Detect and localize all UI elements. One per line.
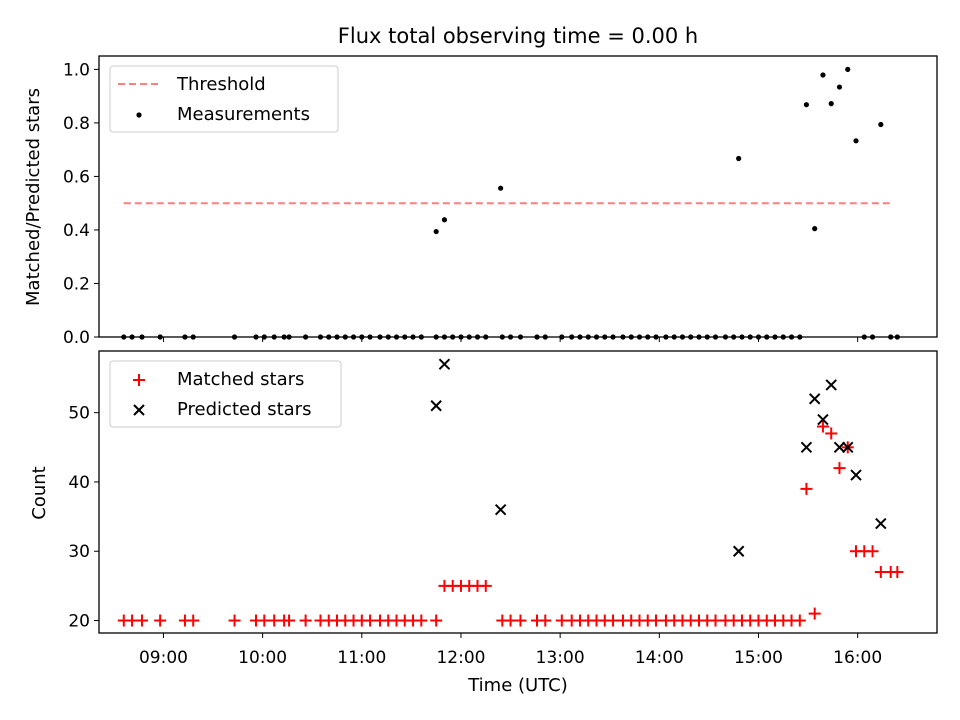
matched-star-point: [793, 614, 806, 627]
matched-star-point: [430, 614, 443, 627]
ratio-y-tick-label: 0.8: [63, 114, 90, 134]
measurements-legend-swatch: [136, 112, 142, 118]
count-y-tick-label: 40: [68, 473, 90, 493]
matched-star-point: [479, 579, 492, 592]
matched-star-point: [833, 462, 846, 475]
count-x-axis-label: Time (UTC): [467, 675, 568, 696]
measurements-legend-label: Measurements: [177, 104, 310, 125]
matched-star-point: [891, 566, 904, 579]
matched-star-point: [808, 607, 821, 620]
count-y-tick-label: 20: [68, 612, 90, 632]
measurement-point: [812, 226, 818, 232]
ratio-plot-frame: [98, 55, 938, 338]
matched-star-point: [154, 614, 167, 627]
measurement-point: [433, 228, 439, 235]
matched-star-point: [228, 614, 241, 627]
predicted-star-point: [825, 379, 837, 391]
threshold-legend-label: Threshold: [176, 74, 266, 95]
predicted-star-point: [494, 503, 507, 516]
ratio-y-tick-label: 1.0: [63, 60, 90, 80]
matched-star-point: [283, 614, 296, 627]
predicted-star-point: [817, 413, 829, 426]
ratio-y-tick-label: 0.2: [63, 274, 90, 294]
count-x-tick-label: 09:00: [139, 648, 188, 668]
measurement-point: [853, 138, 859, 144]
predicted-star-point: [438, 358, 451, 370]
count-x-tick-label: 14:00: [635, 648, 684, 668]
matched-legend-label: Matched stars: [177, 369, 304, 390]
ratio-y-tick-label: 0.0: [63, 328, 90, 348]
predicted-star-point: [732, 545, 745, 557]
measurement-point: [820, 72, 826, 78]
measurement-point: [736, 155, 742, 162]
ratio-y-tick-label: 0.4: [63, 221, 90, 241]
ratio-legend: Threshold Measurements: [109, 65, 339, 133]
measurement-point: [441, 217, 448, 223]
matched-star-point: [514, 614, 527, 627]
measurement-point: [803, 102, 810, 108]
predicted-star-point: [430, 400, 442, 412]
predicted-star-point: [875, 517, 887, 530]
matched-star-point: [816, 420, 829, 433]
count-y-tick-label: 30: [68, 542, 90, 562]
ratio-legend-box: [109, 65, 339, 133]
matched-star-point: [135, 614, 148, 627]
matched-star-point: [299, 614, 312, 627]
count-y-tick-label: 50: [68, 404, 90, 424]
count-x-tick-label: 12:00: [436, 648, 485, 668]
ratio-y-axis-label: Matched/Predicted stars: [23, 88, 44, 306]
figure-title: Flux total observing time = 0.00 h: [338, 24, 698, 48]
count-x-tick-label: 11:00: [337, 648, 386, 668]
predicted-legend-label: Predicted stars: [177, 399, 311, 420]
count-legend-box: [109, 360, 342, 428]
predicted-star-point: [808, 393, 821, 405]
measurement-point: [836, 84, 843, 90]
predicted-legend-swatch: [133, 404, 145, 416]
count-y-axis-label: Count: [29, 466, 50, 519]
matched-star-point: [187, 614, 200, 627]
matched-star-point: [866, 545, 879, 558]
ratio-y-tick-label: 0.6: [63, 167, 90, 187]
matched-star-point: [539, 614, 552, 627]
measurement-point: [828, 101, 834, 107]
predicted-star-point: [800, 441, 813, 454]
count-plot-frame: [98, 350, 938, 634]
count-x-tick-label: 15:00: [734, 648, 783, 668]
count-x-tick-label: 16:00: [833, 648, 882, 668]
measurement-point: [845, 66, 851, 72]
predicted-star-point: [850, 469, 862, 481]
ratio-plot-area: 0.0 0.2 0.4 0.6 0.8 1.0: [63, 60, 900, 348]
count-x-tick-label: 13:00: [536, 648, 585, 668]
matched-star-point: [825, 427, 838, 440]
measurement-point: [878, 121, 884, 128]
matched-star-point: [800, 482, 813, 495]
count-legend: Matched stars Predicted stars: [109, 360, 342, 428]
matched-legend-swatch: [133, 374, 145, 386]
predicted-star-point: [842, 441, 854, 454]
measurement-point: [498, 185, 504, 191]
count-plot-area: 20 30 40 50 09:00 10:00 11:00 12:00 13:00 14:00 15…: [68, 358, 904, 668]
predicted-star-point: [833, 441, 846, 454]
count-x-tick-label: 10:00: [238, 648, 287, 668]
matched-star-point: [415, 614, 428, 627]
